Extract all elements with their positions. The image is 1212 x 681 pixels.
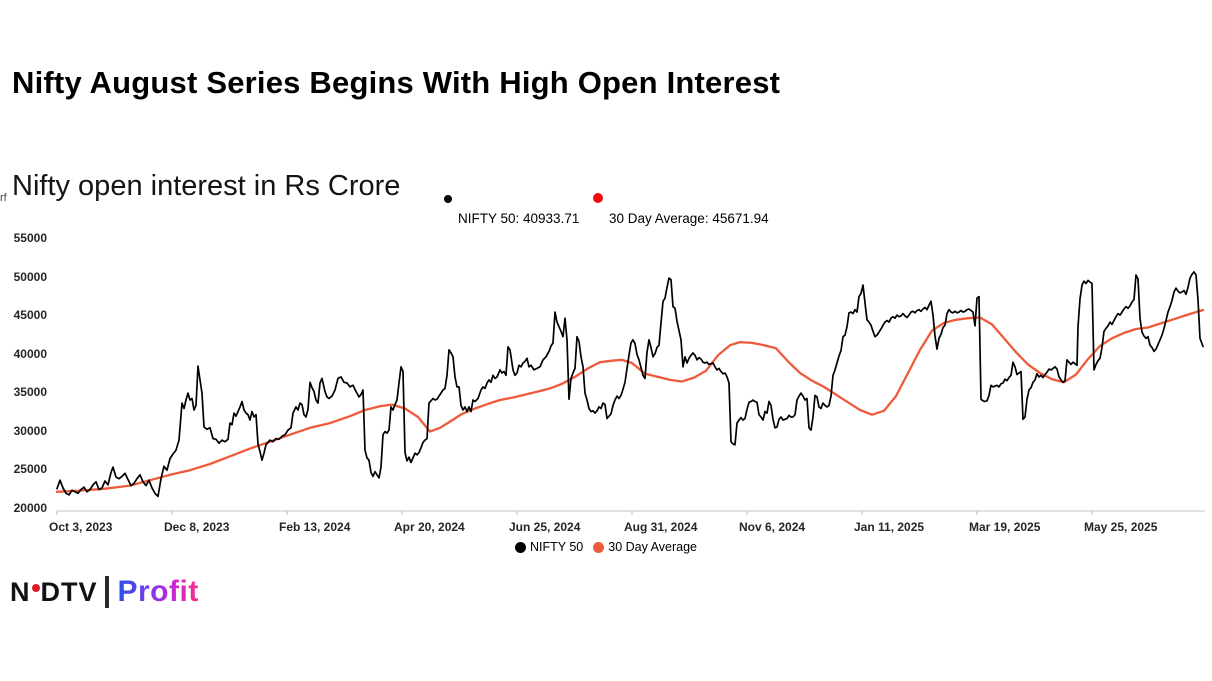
y-axis-label: 40000: [13, 346, 47, 361]
x-axis-label: Feb 13, 2024: [279, 520, 351, 534]
nifty-legend-dot-icon: [444, 195, 452, 203]
average-line-series: [55, 308, 1205, 493]
x-axis-label: May 25, 2025: [1084, 520, 1158, 534]
y-axis-label: 45000: [13, 308, 47, 323]
y-axis-label: 30000: [13, 423, 47, 438]
average-legend-dot-icon: [593, 193, 603, 203]
y-axis-label: 50000: [13, 269, 47, 284]
nifty-line-series: [56, 271, 1204, 498]
profit-wordmark: Profit: [117, 575, 199, 608]
ndtv-profit-logo: N DTV Profit: [10, 574, 199, 610]
legend-label: 30 Day Average: [608, 540, 697, 554]
x-axis-label: Jan 11, 2025: [854, 520, 925, 534]
x-axis-label: Dec 8, 2023: [164, 520, 230, 534]
legend-label: NIFTY 50: [530, 540, 584, 554]
x-axis-label: Nov 6, 2024: [739, 520, 806, 534]
ndtv-letter-n: N: [10, 576, 31, 607]
average-current-value-label: 30 Day Average: 45671.94: [609, 211, 769, 226]
logo-separator: [104, 576, 109, 608]
average-legend-dot-icon: [593, 541, 605, 553]
page-title: Nifty August Series Begins With High Ope…: [12, 65, 781, 100]
x-axis-label: Apr 20, 2024: [394, 520, 465, 534]
ndtv-red-dot-icon: [31, 584, 40, 592]
y-axis-label: 55000: [13, 231, 47, 245]
clipped-edge-text: rf: [0, 192, 7, 204]
ndtv-wordmark: N DTV: [10, 577, 98, 608]
legend-item-average: 30 Day Average: [593, 540, 697, 554]
nifty-current-value-label: NIFTY 50: 40933.71: [458, 211, 580, 226]
nifty-legend-dot-icon: [515, 541, 526, 553]
x-axis-label: Mar 19, 2025: [969, 520, 1041, 534]
x-axis-ticks: [56, 511, 1093, 515]
x-axis-label: Jun 25, 2024: [509, 520, 581, 534]
y-axis-label: 25000: [13, 462, 47, 477]
ndtv-letters-dtv: DTV: [40, 576, 98, 607]
x-axis-label: Oct 3, 2023: [49, 520, 113, 534]
x-axis-label: Aug 31, 2024: [624, 520, 698, 534]
y-axis-label: 35000: [13, 385, 47, 400]
chart-legend: NIFTY 50 30 Day Average: [0, 540, 1212, 554]
chart-subtitle: Nifty open interest in Rs Crore: [12, 170, 401, 202]
y-axis-label: 20000: [13, 501, 47, 515]
legend-item-nifty: NIFTY 50: [515, 540, 583, 554]
